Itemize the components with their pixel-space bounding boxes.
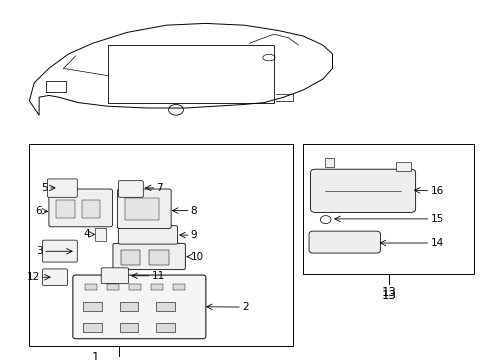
- Text: 9: 9: [190, 230, 197, 240]
- Text: 5: 5: [41, 183, 48, 193]
- Text: 15: 15: [429, 214, 443, 224]
- Bar: [150, 284, 163, 290]
- FancyBboxPatch shape: [310, 169, 415, 212]
- FancyBboxPatch shape: [113, 243, 185, 270]
- Bar: [149, 250, 168, 265]
- Bar: [83, 323, 102, 332]
- Text: 13: 13: [381, 289, 395, 302]
- FancyBboxPatch shape: [118, 181, 143, 197]
- FancyBboxPatch shape: [47, 179, 77, 197]
- Text: 6: 6: [35, 206, 41, 216]
- Bar: [128, 284, 141, 290]
- Bar: [395, 162, 410, 171]
- FancyBboxPatch shape: [42, 240, 77, 262]
- Text: 12: 12: [27, 272, 40, 282]
- Bar: [156, 323, 175, 332]
- Text: 14: 14: [429, 238, 443, 248]
- FancyBboxPatch shape: [42, 269, 67, 285]
- FancyBboxPatch shape: [73, 275, 205, 339]
- Bar: [172, 284, 184, 290]
- Text: 10: 10: [190, 252, 203, 262]
- Bar: [84, 284, 97, 290]
- Text: 7: 7: [156, 183, 163, 193]
- FancyBboxPatch shape: [118, 226, 177, 244]
- Bar: [124, 198, 159, 220]
- FancyBboxPatch shape: [308, 231, 380, 253]
- Bar: [106, 284, 119, 290]
- Text: 8: 8: [190, 206, 197, 216]
- Bar: [81, 200, 100, 218]
- Text: 1: 1: [91, 351, 99, 360]
- Bar: [325, 158, 333, 167]
- Bar: [29, 144, 293, 346]
- Text: 16: 16: [429, 186, 443, 196]
- Text: 3: 3: [36, 246, 43, 256]
- Bar: [95, 228, 106, 241]
- FancyBboxPatch shape: [101, 268, 128, 284]
- Text: 2: 2: [242, 302, 248, 312]
- Text: 13: 13: [381, 286, 395, 299]
- Bar: [303, 144, 473, 274]
- Bar: [83, 302, 102, 311]
- Bar: [121, 250, 140, 265]
- FancyBboxPatch shape: [49, 189, 112, 227]
- Text: 11: 11: [151, 271, 164, 281]
- Text: 4: 4: [83, 229, 90, 239]
- Bar: [56, 200, 75, 218]
- Bar: [120, 302, 138, 311]
- FancyBboxPatch shape: [117, 189, 171, 229]
- Bar: [156, 302, 175, 311]
- Bar: [120, 323, 138, 332]
